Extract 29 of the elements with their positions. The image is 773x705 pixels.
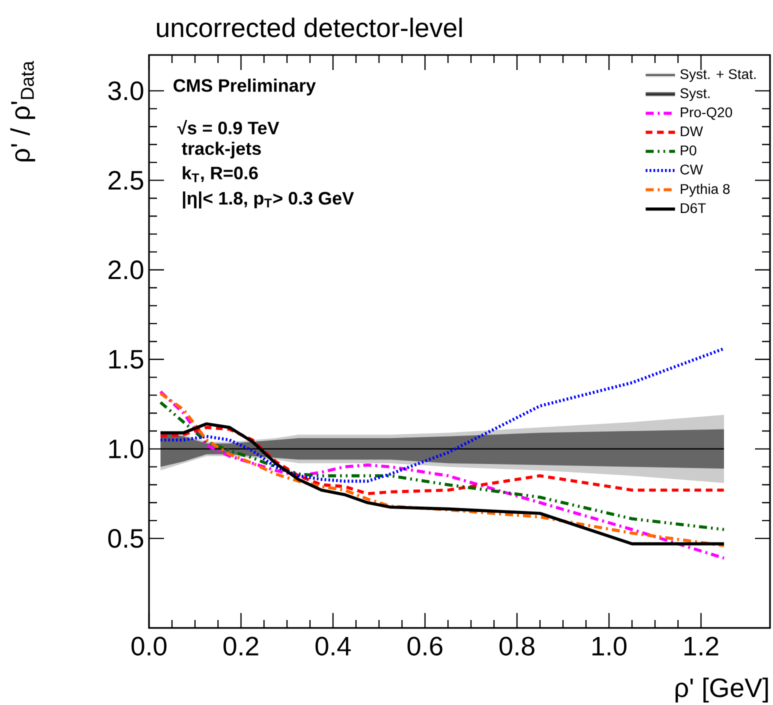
x-tick-label: 0.6: [408, 636, 442, 656]
y-axis-title: ρ' / ρ'$_{Data}$: [10, 60, 36, 162]
x-tick-label: 1.2: [684, 636, 718, 656]
x-tick-label: 0.8: [500, 636, 534, 656]
x-tick-label: 0.2: [224, 636, 258, 656]
annotation: |η|< 1.8, p$_{T}$> 0.3 GeV: [182, 191, 354, 208]
x-tick-label: 0.0: [132, 636, 166, 656]
legend-label: P0: [680, 145, 696, 156]
legend-label: Pythia 8: [680, 184, 730, 197]
y-tick-label: 1.5: [109, 350, 144, 369]
y-tick-label: 2.5: [108, 170, 144, 190]
annotation: k$_{T}$, R=0.6: [182, 166, 258, 182]
y-tick-label: 1.0: [109, 439, 144, 458]
x-tick-label: 0.4: [316, 636, 351, 656]
x-tick-label: 1.0: [592, 636, 626, 656]
annotation: √s = 0.9 TeV: [177, 120, 280, 134]
legend-label: D6T: [680, 203, 706, 214]
legend-label: Pro-Q20: [680, 107, 732, 120]
x-axis-title: ρ' [GeV]: [676, 678, 768, 703]
y-tick-label: 3.0: [108, 81, 144, 100]
y-tick-label: 0.5: [108, 529, 144, 548]
legend-label: Syst. + Stat.: [680, 69, 756, 82]
annotation: CMS Preliminary: [174, 78, 316, 96]
legend-label: CW: [680, 164, 703, 175]
legend-label: Syst.: [680, 88, 710, 101]
annotation: track-jets: [182, 142, 261, 159]
chart-title: uncorrected detector-level: [157, 18, 462, 38]
y-tick-label: 2.0: [108, 260, 144, 280]
legend-label: DW: [680, 126, 703, 136]
